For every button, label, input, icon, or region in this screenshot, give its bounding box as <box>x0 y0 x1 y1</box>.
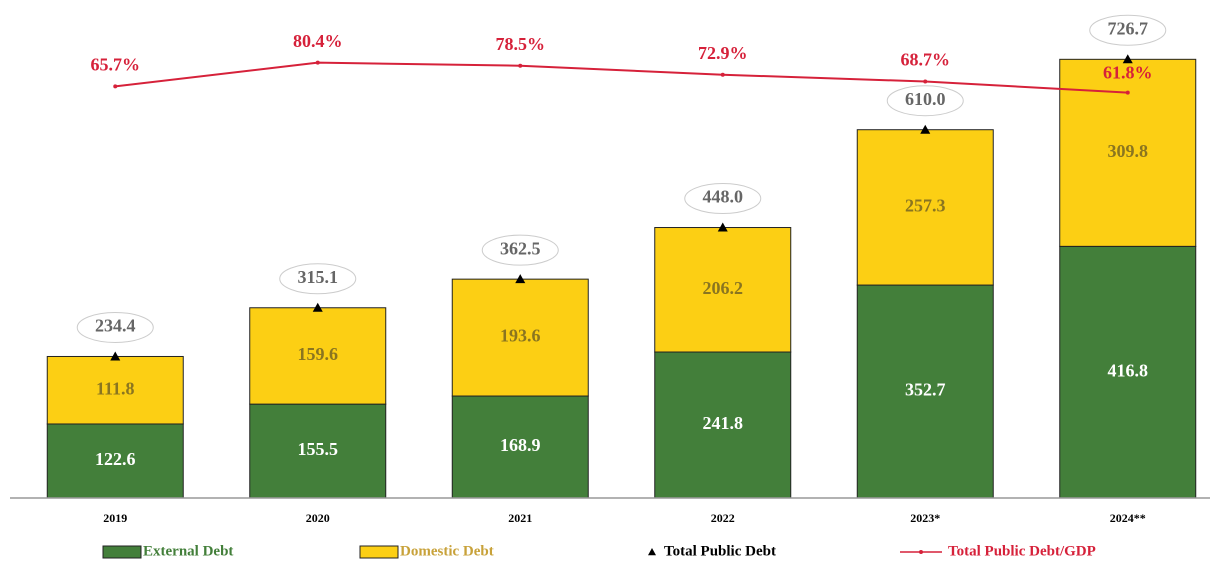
data-label: 80.4% <box>293 31 343 51</box>
total-marker <box>1122 54 1133 64</box>
x-tick-label: 2022 <box>711 511 735 525</box>
label-bubble <box>684 183 762 215</box>
data-label: 206.2 <box>703 278 744 298</box>
data-label: 352.7 <box>905 380 946 400</box>
legend-swatch <box>648 548 656 556</box>
data-label: 448.0 <box>703 187 744 207</box>
bar-segment <box>249 307 387 405</box>
legend-swatch <box>919 550 923 554</box>
data-label: 193.6 <box>500 326 541 346</box>
data-label: 61.8% <box>1103 63 1153 83</box>
total-marker <box>920 124 931 134</box>
data-label: 234.4 <box>95 316 136 336</box>
x-tick-label: 2024** <box>1110 511 1146 525</box>
data-label: 65.7% <box>91 54 141 74</box>
legend-swatch <box>359 545 399 559</box>
label-bubble <box>279 263 357 295</box>
line-point <box>113 84 118 89</box>
label-bubble <box>886 85 964 117</box>
data-label: 111.8 <box>96 378 135 398</box>
x-tick-label: 2019 <box>103 511 127 525</box>
total-marker <box>515 274 526 284</box>
bar-segment <box>654 351 792 499</box>
x-tick-label: 2020 <box>306 511 330 525</box>
ratio-line <box>115 61 1128 94</box>
line-point <box>1125 90 1130 95</box>
legend-label: Total Public Debt/GDP <box>948 543 1096 559</box>
data-label: 122.6 <box>95 449 136 469</box>
data-label: 159.6 <box>298 344 339 364</box>
bar-segment <box>46 423 184 499</box>
label-bubble <box>1089 14 1167 46</box>
data-label: 726.7 <box>1108 18 1149 38</box>
data-label: 610.0 <box>905 89 946 109</box>
total-marker <box>312 302 323 312</box>
line-point <box>923 79 928 84</box>
bar-segment <box>46 355 184 425</box>
data-label: 241.8 <box>703 413 744 433</box>
data-label: 155.5 <box>298 439 339 459</box>
data-label: 257.3 <box>905 196 946 216</box>
legend-label: Domestic Debt <box>400 543 494 559</box>
bar-segment <box>654 227 792 353</box>
line-point <box>315 60 320 65</box>
bar-segment <box>249 403 387 499</box>
total-marker <box>717 222 728 232</box>
data-label: 416.8 <box>1108 360 1149 380</box>
label-bubble <box>76 311 154 343</box>
legend-swatch <box>102 545 142 559</box>
line-point <box>720 72 725 77</box>
bar-segment <box>856 284 994 499</box>
line-point <box>518 63 523 68</box>
total-marker <box>110 351 121 361</box>
x-tick-label: 2021 <box>508 511 532 525</box>
label-bubble <box>481 234 559 266</box>
legend-label: Total Public Debt <box>664 543 776 559</box>
data-label: 78.5% <box>496 34 546 54</box>
bar-segment <box>451 278 589 397</box>
data-label: 309.8 <box>1108 141 1149 161</box>
x-tick-label: 2023* <box>910 511 940 525</box>
data-label: 315.1 <box>298 267 339 287</box>
data-label: 72.9% <box>698 43 748 63</box>
legend-label: External Debt <box>143 543 233 559</box>
data-label: 68.7% <box>901 50 951 70</box>
bar-segment <box>1059 245 1197 499</box>
data-label: 168.9 <box>500 435 541 455</box>
data-label: 362.5 <box>500 238 541 258</box>
bar-segment <box>856 129 994 286</box>
